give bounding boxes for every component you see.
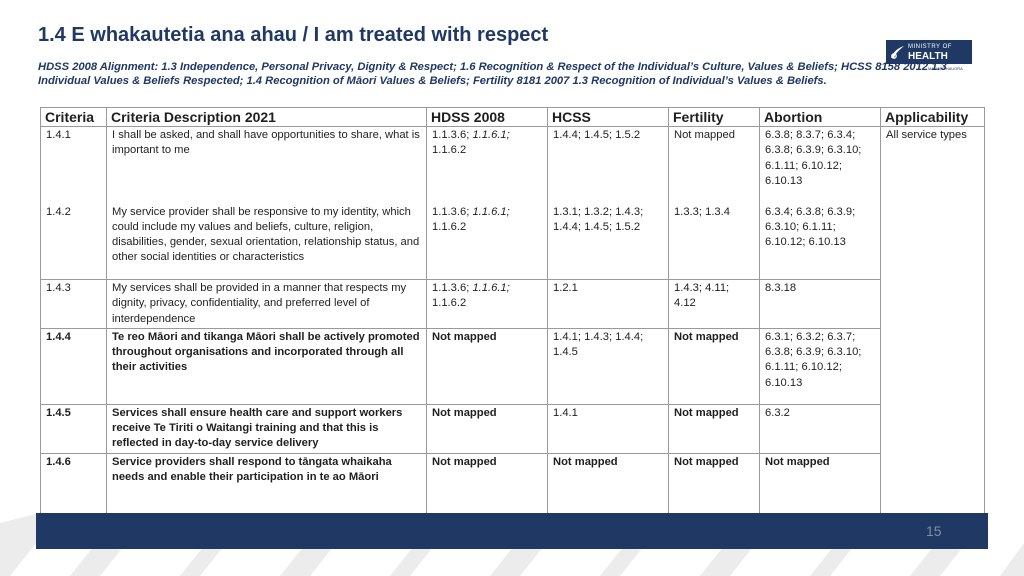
table-header-row: Criteria Criteria Description 2021 HDSS …	[40, 107, 985, 127]
cell-applicability: All service types	[880, 126, 985, 519]
hdss-ref: 1.1.6.2	[432, 144, 467, 157]
table-row: 1.4.2 My service provider shall be respo…	[40, 203, 985, 280]
cell-abortion: Not mapped	[759, 452, 881, 519]
header-description: Criteria Description 2021	[106, 107, 427, 127]
logo-line-1: MINISTRY OF	[908, 44, 952, 50]
cell-criteria: 1.4.3	[40, 279, 107, 329]
ministry-of-health-logo: MINISTRY OF HEALTH	[886, 40, 972, 64]
header-abortion: Abortion	[759, 107, 881, 127]
table-row: 1.4.4 Te reo Māori and tikanga Māori sha…	[40, 327, 985, 405]
cell-hdss: Not mapped	[426, 327, 548, 405]
header-fertility: Fertility	[668, 107, 760, 127]
fern-logo-icon	[886, 40, 908, 64]
hdss-ref-italic: 1.1.6.1;	[472, 129, 510, 141]
cell-criteria: 1.4.2	[40, 203, 107, 280]
cell-description: My services shall be provided in a manne…	[106, 279, 427, 329]
cell-description: Service providers shall respond to tānga…	[106, 452, 427, 519]
cell-abortion: 8.3.18	[759, 279, 881, 329]
cell-hdss: Not mapped	[426, 403, 548, 454]
logo-line-2: HEALTH	[908, 51, 948, 62]
hdss-ref: 1.1.6.2	[432, 297, 467, 310]
hdss-ref: 1.1.3.6;	[432, 282, 473, 294]
cell-fertility: Not mapped	[668, 126, 760, 204]
cell-fertility: Not mapped	[668, 452, 760, 519]
cell-criteria: 1.4.6	[40, 452, 107, 519]
cell-abortion: 6.3.2	[759, 403, 881, 454]
hdss-ref: 1.1.6.2	[432, 220, 467, 233]
cell-abortion: 6.3.4; 6.3.8; 6.3.9; 6.3.10; 6.1.11; 6.1…	[759, 203, 881, 280]
cell-hdss: Not mapped	[426, 452, 548, 519]
cell-hcss: 1.4.1; 1.4.3; 1.4.4; 1.4.5	[547, 327, 669, 405]
cell-description: Te reo Māori and tikanga Māori shall be …	[106, 327, 427, 405]
cell-abortion: 6.3.8; 8.3.7; 6.3.4; 6.3.8; 6.3.9; 6.3.1…	[759, 126, 881, 204]
hdss-ref: 1.1.3.6;	[432, 205, 473, 218]
cell-fertility: 1.3.3; 1.3.4	[668, 203, 760, 280]
cell-criteria: 1.4.4	[40, 327, 107, 405]
criteria-table: Criteria Criteria Description 2021 HDSS …	[40, 107, 985, 519]
table-row: 1.4.5 Services shall ensure health care …	[40, 403, 985, 454]
alignment-subtitle: HDSS 2008 Alignment: 1.3 Independence, P…	[38, 61, 947, 87]
header-applicability: Applicability	[880, 107, 985, 127]
cell-fertility: Not mapped	[668, 327, 760, 405]
cell-hcss: 1.2.1	[547, 279, 669, 329]
cell-hcss: 1.4.1	[547, 403, 669, 454]
cell-hcss: 1.4.4; 1.4.5; 1.5.2	[547, 126, 669, 204]
cell-hdss: 1.1.3.6; 1.1.6.1; 1.1.6.2	[426, 279, 548, 329]
logo-subtext: MANATŪ HAUORA	[928, 66, 963, 71]
cell-hcss: Not mapped	[547, 452, 669, 519]
cell-description: I shall be asked, and shall have opportu…	[106, 126, 427, 204]
header-hdss: HDSS 2008	[426, 107, 548, 127]
header-criteria: Criteria	[40, 107, 107, 127]
hdss-ref-italic: 1.1.6.1;	[472, 282, 510, 294]
cell-criteria: 1.4.1	[40, 126, 107, 204]
cell-hdss: 1.1.3.6; 1.1.6.1; 1.1.6.2	[426, 126, 548, 204]
table-row: 1.4.6 Service providers shall respond to…	[40, 452, 985, 519]
cell-criteria: 1.4.5	[40, 403, 107, 454]
hdss-ref: 1.1.3.6;	[432, 129, 473, 141]
cell-hcss: 1.3.1; 1.3.2; 1.4.3; 1.4.4; 1.4.5; 1.5.2	[547, 203, 669, 280]
footer-bar	[36, 513, 988, 549]
page-number: 15	[926, 523, 942, 539]
header-hcss: HCSS	[547, 107, 669, 127]
cell-abortion: 6.3.1; 6.3.2; 6.3.7; 6.3.8; 6.3.9; 6.3.1…	[759, 327, 881, 405]
table-row: 1.4.3 My services shall be provided in a…	[40, 279, 985, 329]
cell-fertility: 1.4.3; 4.11; 4.12	[668, 279, 760, 329]
table-row: 1.4.1 I shall be asked, and shall have o…	[40, 126, 985, 519]
cell-description: My service provider shall be responsive …	[106, 203, 427, 280]
cell-hdss: 1.1.3.6; 1.1.6.1; 1.1.6.2	[426, 203, 548, 280]
cell-description: Services shall ensure health care and su…	[106, 403, 427, 454]
slide-title: 1.4 E whakautetia ana ahau / I am treate…	[38, 24, 549, 46]
hdss-ref-italic: 1.1.6.1;	[472, 205, 510, 218]
cell-fertility: Not mapped	[668, 403, 760, 454]
